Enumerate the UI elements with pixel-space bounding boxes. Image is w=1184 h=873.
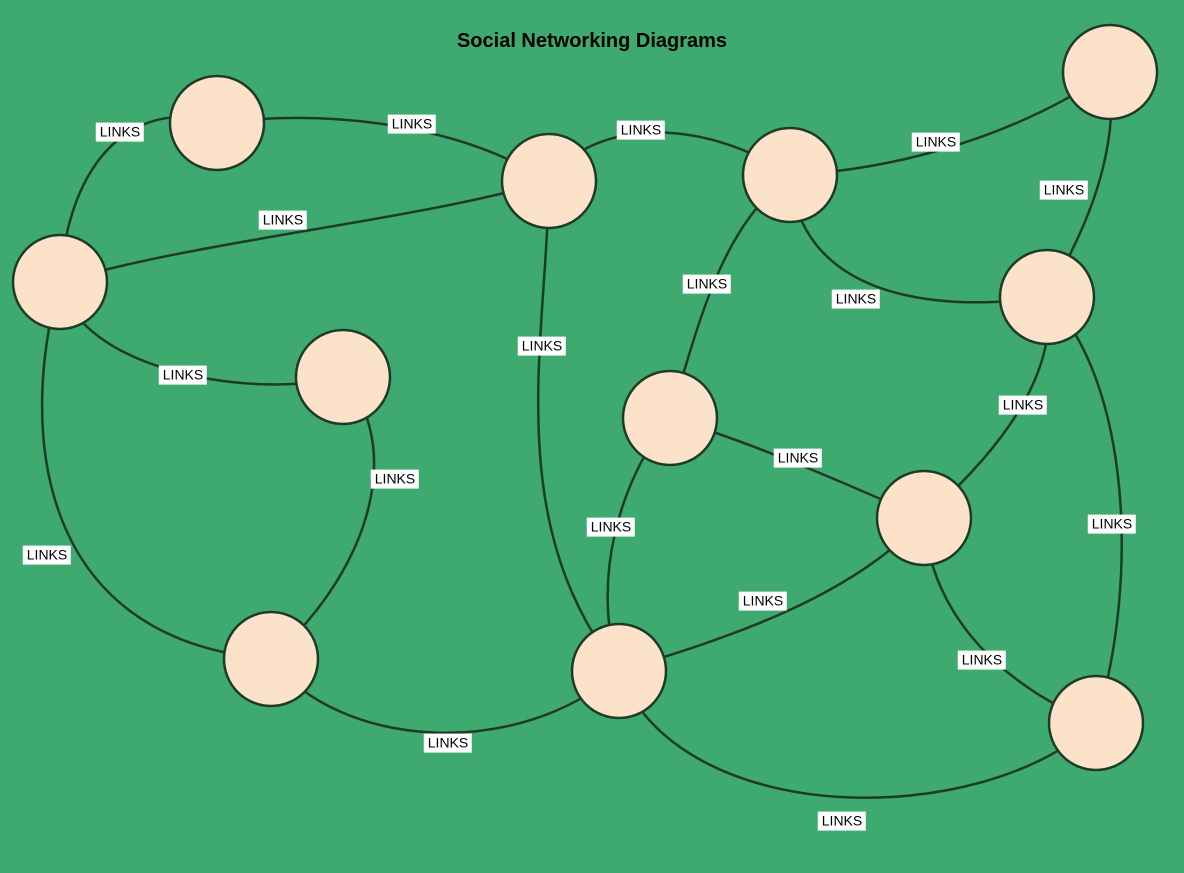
edge-label: LINKS — [424, 734, 472, 753]
edge-label: LINKS — [518, 337, 566, 356]
edge-label: LINKS — [587, 518, 635, 537]
diagram-canvas: Social Networking Diagrams LINKS LINKS LIN… — [0, 0, 1184, 873]
edge-label: LINKS — [774, 449, 822, 468]
network-node — [1049, 676, 1143, 770]
network-node — [743, 128, 837, 222]
edge-label: LINKS — [912, 133, 960, 152]
network-node — [13, 235, 107, 329]
network-node — [572, 624, 666, 718]
edge-label: LINKS — [388, 115, 436, 134]
edge — [271, 659, 619, 733]
edge-label: LINKS — [96, 123, 144, 142]
edge — [619, 671, 1096, 798]
network-node — [623, 371, 717, 465]
edge-label: LINKS — [23, 546, 71, 565]
edge-label: LINKS — [958, 651, 1006, 670]
edge-label: LINKS — [739, 592, 787, 611]
network-node — [170, 76, 264, 170]
edge-label: LINKS — [818, 812, 866, 831]
edge-label: LINKS — [832, 290, 880, 309]
edge-label: LINKS — [371, 470, 419, 489]
edge — [790, 72, 1110, 175]
edge-label: LINKS — [1040, 181, 1088, 200]
edge-label: LINKS — [259, 211, 307, 230]
network-svg — [0, 0, 1184, 873]
network-node — [224, 612, 318, 706]
edge-label: LINKS — [683, 275, 731, 294]
edge-label: LINKS — [159, 366, 207, 385]
edge — [60, 181, 549, 282]
network-node — [1000, 250, 1094, 344]
edge — [217, 118, 549, 181]
network-node — [296, 330, 390, 424]
edge — [42, 282, 271, 659]
diagram-title: Social Networking Diagrams — [0, 30, 1184, 53]
edge-label: LINKS — [1088, 515, 1136, 534]
edge — [1047, 297, 1122, 723]
edge-label: LINKS — [999, 396, 1047, 415]
edge-label: LINKS — [617, 121, 665, 140]
network-node — [877, 471, 971, 565]
network-node — [502, 134, 596, 228]
